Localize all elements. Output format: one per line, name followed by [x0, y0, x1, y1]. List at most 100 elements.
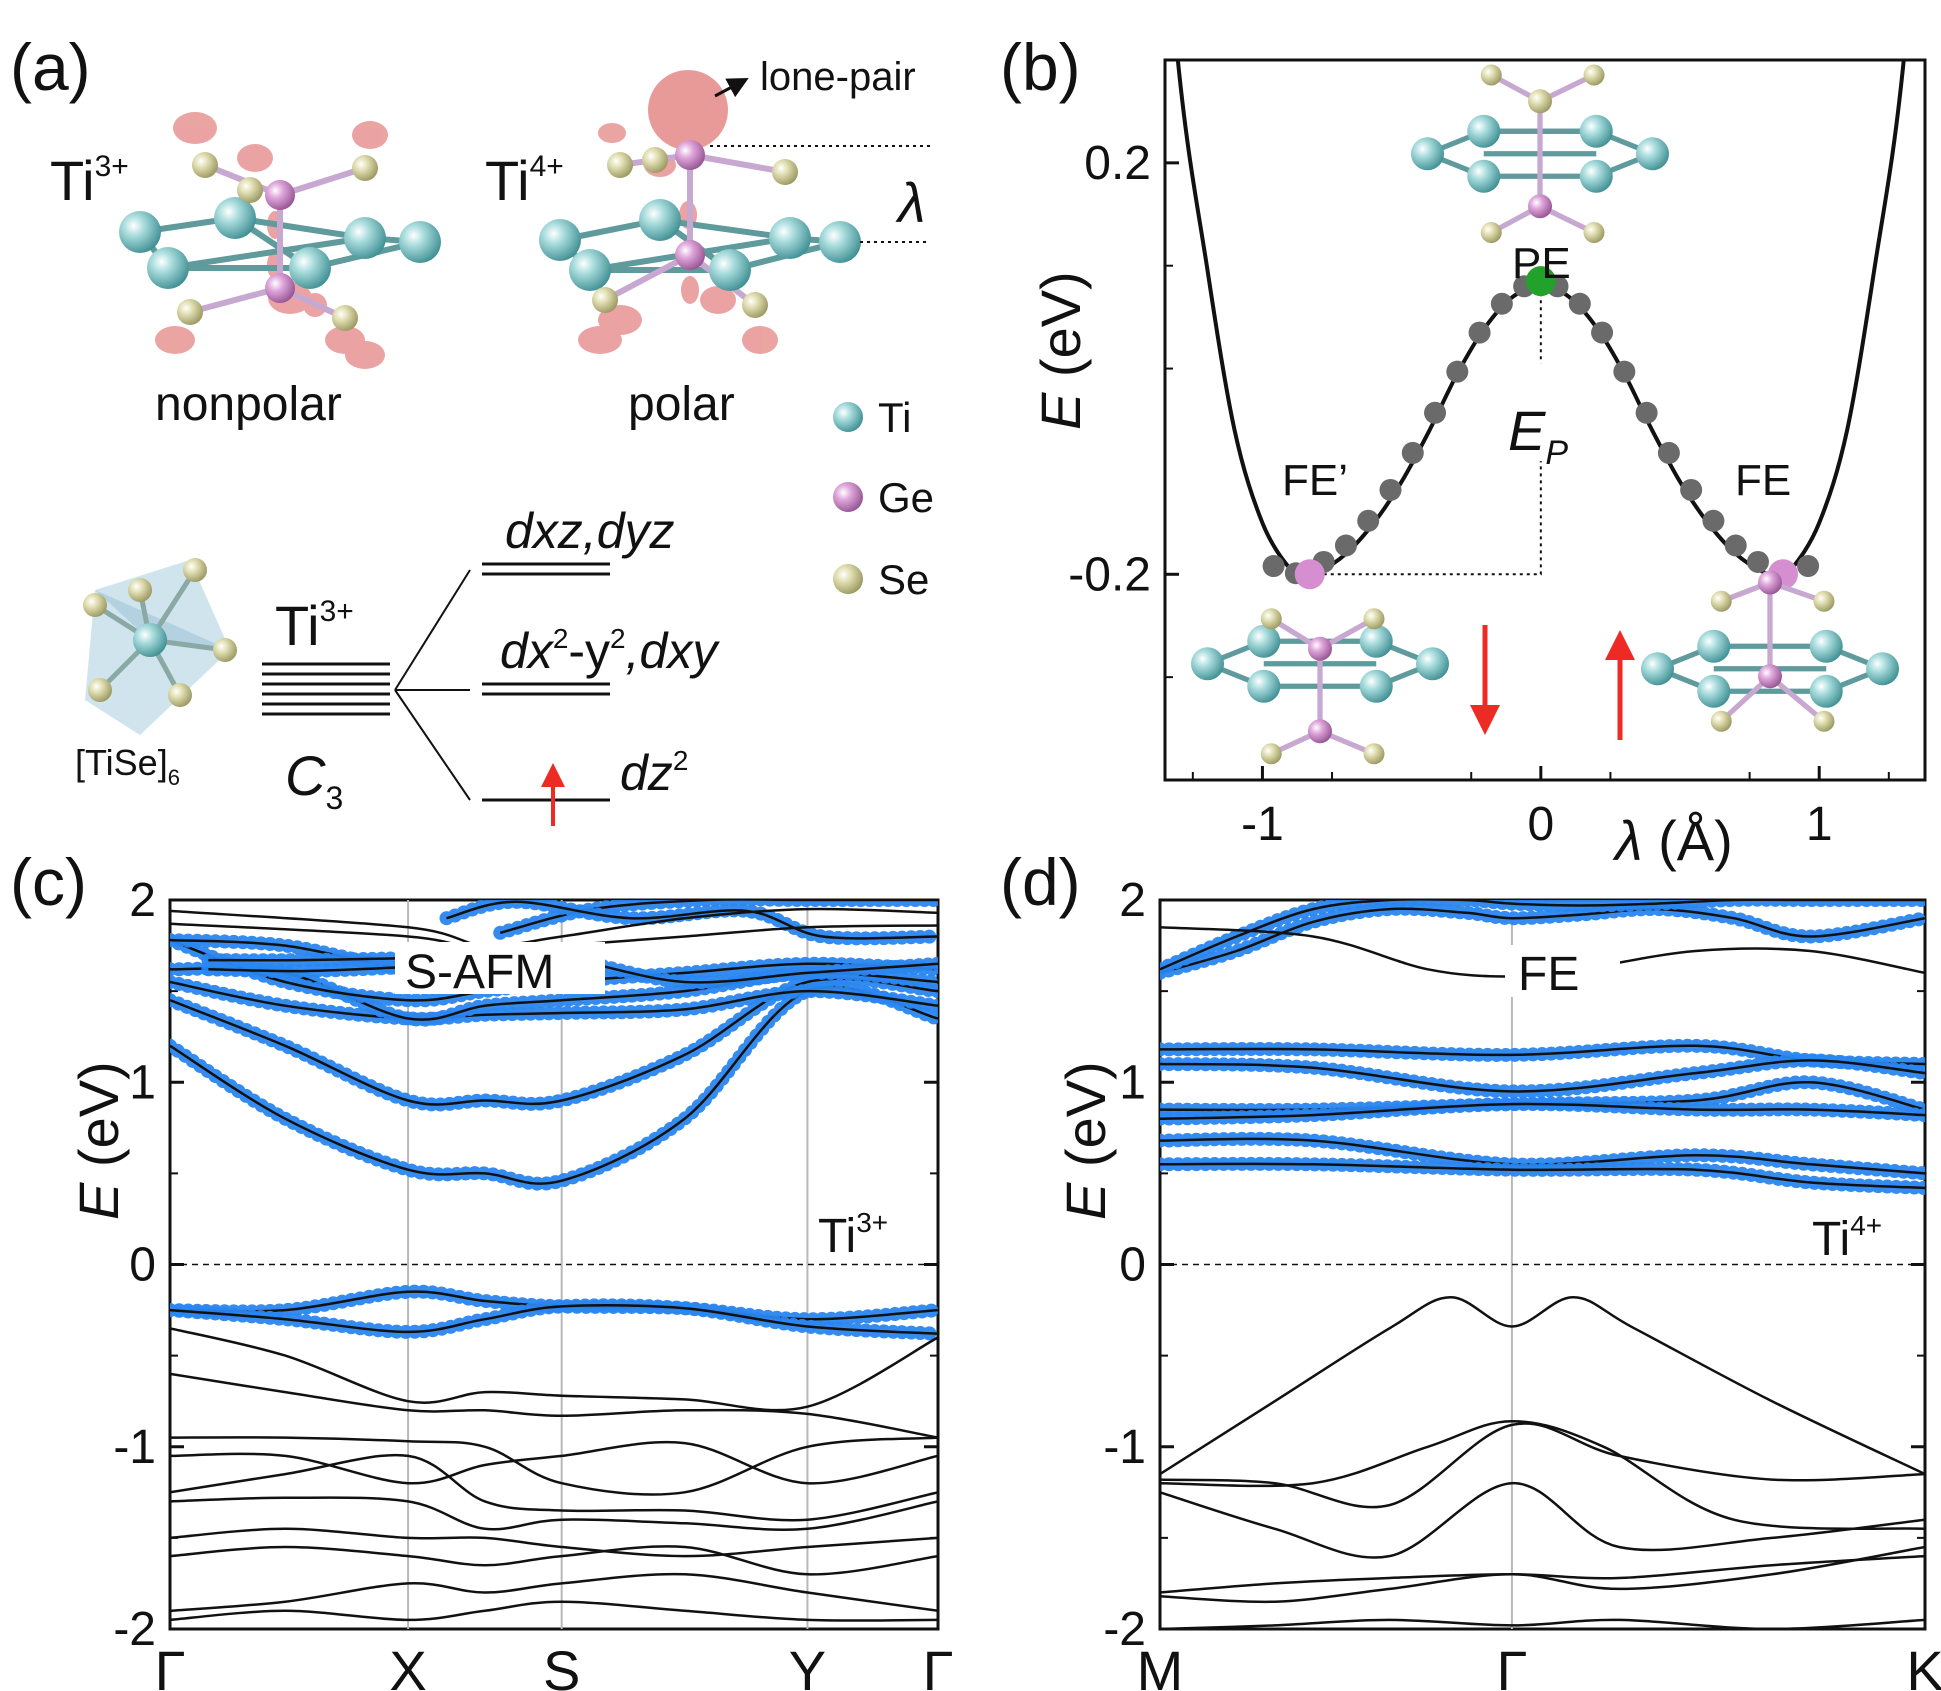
dft-point: [1568, 292, 1591, 315]
kpoint-label: K: [1906, 1639, 1941, 1691]
y-tick-label: -2: [1103, 1603, 1146, 1656]
ti-atom: [769, 217, 811, 259]
fe-band-label-bg: [1505, 945, 1620, 997]
band-line: [1160, 1481, 1925, 1559]
ti-atom: [214, 197, 256, 239]
y-tick-label: -0.2: [1068, 548, 1151, 601]
ep-label: EP: [1508, 399, 1568, 472]
se-atom: [352, 155, 378, 181]
kpoint-label: Γ: [923, 1639, 954, 1691]
band-line: [446, 900, 938, 940]
ge-atom: [265, 180, 295, 210]
level-ion-label: Ti3+: [275, 594, 354, 657]
inset-fe-structure: [1641, 570, 1899, 732]
band-line: [1160, 1618, 1925, 1629]
dft-point: [1657, 441, 1680, 464]
tise6-octahedron: [83, 558, 237, 735]
band-line: [499, 900, 938, 935]
panel-b-frame: [1163, 58, 1927, 782]
y-tick-label: 1: [1119, 1056, 1146, 1109]
band-line: [1160, 1554, 1925, 1594]
band-line: [1160, 907, 1925, 975]
dft-point: [1724, 534, 1747, 557]
atom-legend: Ti Ge Se: [833, 394, 934, 603]
band-line: [208, 966, 401, 973]
ti-atom: [639, 199, 681, 241]
band-line: [1160, 1162, 1925, 1190]
se-atom: [177, 299, 203, 325]
se-atom: [607, 152, 633, 178]
panel-b-plot: -1 0 1 -0.2 0.2: [1068, 60, 1906, 851]
panel-d-letter: (d): [1000, 845, 1081, 919]
panel-d: (d) M Γ K -2 -1 0 1 2 FE Ti4+ E (eV): [1000, 845, 1941, 1691]
y-tick-label: 1: [129, 1056, 156, 1109]
band-line: [170, 1545, 938, 1576]
y-tick-label: -2: [113, 1603, 156, 1656]
lambda-label: λ: [895, 171, 926, 234]
ti-atom: [119, 211, 161, 253]
y-tick-label: 0: [129, 1239, 156, 1292]
caption-polar: polar: [628, 378, 735, 431]
panel-b-xlabel: λ (Å): [1612, 809, 1733, 872]
se-atom: [592, 287, 618, 313]
x-tick-label: 1: [1806, 798, 1833, 851]
band-line: [1160, 1296, 1925, 1476]
legend-ti-swatch: [833, 402, 863, 432]
dft-point: [1379, 478, 1402, 501]
octahedron-label: [TiSe]6: [75, 742, 180, 790]
band-line: [170, 1572, 938, 1613]
kpoint-label: Y: [789, 1639, 826, 1691]
y-tick-label: -1: [1103, 1421, 1146, 1474]
panel-d-ylabel: E (eV): [1054, 1061, 1117, 1220]
band-line: [170, 907, 938, 948]
fe-prime-label: FE’: [1282, 456, 1348, 505]
ion-label-ti3-left: Ti3+: [50, 149, 129, 212]
s-afm-label: S-AFM: [405, 946, 554, 999]
se-atom: [742, 292, 768, 318]
x-tick-label: 0: [1527, 798, 1554, 851]
panel-a: (a): [10, 30, 934, 826]
ti-atom: [399, 221, 441, 263]
splitting-lines: [394, 569, 471, 801]
band-line: [170, 977, 938, 1106]
y-tick-label: 0: [1119, 1239, 1146, 1292]
kpoint-label: X: [389, 1639, 426, 1691]
structure-nonpolar: [119, 112, 441, 369]
se-atom: [237, 177, 263, 203]
bands-group: [170, 900, 938, 1622]
structure-polar: [539, 70, 861, 354]
lone-pair-lobe: [648, 70, 728, 150]
panel-a-letter: (a): [10, 30, 91, 104]
x-tick-label: -1: [1241, 798, 1284, 851]
ti-atom: [289, 247, 331, 289]
band-line: [170, 1372, 938, 1439]
band-line: [170, 980, 938, 1021]
dft-point: [1613, 360, 1636, 383]
split-levels: [482, 562, 610, 802]
legend-ge-swatch: [833, 482, 863, 512]
legend-se-swatch: [833, 564, 863, 594]
level-dxz-dyz: dxz,dyz: [505, 503, 675, 559]
panel-c-ylabel: E (eV): [67, 1061, 130, 1220]
ti-atom: [569, 249, 611, 291]
band-line: [170, 1527, 938, 1558]
dft-point: [1591, 321, 1614, 344]
se-atom: [332, 305, 358, 331]
band-line: [170, 1436, 938, 1496]
dft-point: [1401, 441, 1424, 464]
ge-atom: [675, 140, 705, 170]
fe-prime-marker: [1294, 559, 1325, 590]
se-atom: [192, 152, 218, 178]
legend-se-label: Se: [878, 556, 929, 603]
ti3-band-label: Ti3+: [818, 1207, 888, 1263]
dft-point: [1680, 478, 1703, 501]
caption-nonpolar: nonpolar: [155, 378, 342, 431]
ep-guide-lower: [1309, 461, 1542, 576]
panel-b-letter: (b): [1000, 30, 1081, 104]
band-line: [170, 1304, 938, 1336]
se-atom: [772, 159, 798, 185]
s-afm-label-bg: [395, 942, 605, 994]
kpoint-label: M: [1137, 1639, 1184, 1691]
ti-atom: [539, 219, 581, 261]
bands-group: [1160, 900, 1925, 1629]
